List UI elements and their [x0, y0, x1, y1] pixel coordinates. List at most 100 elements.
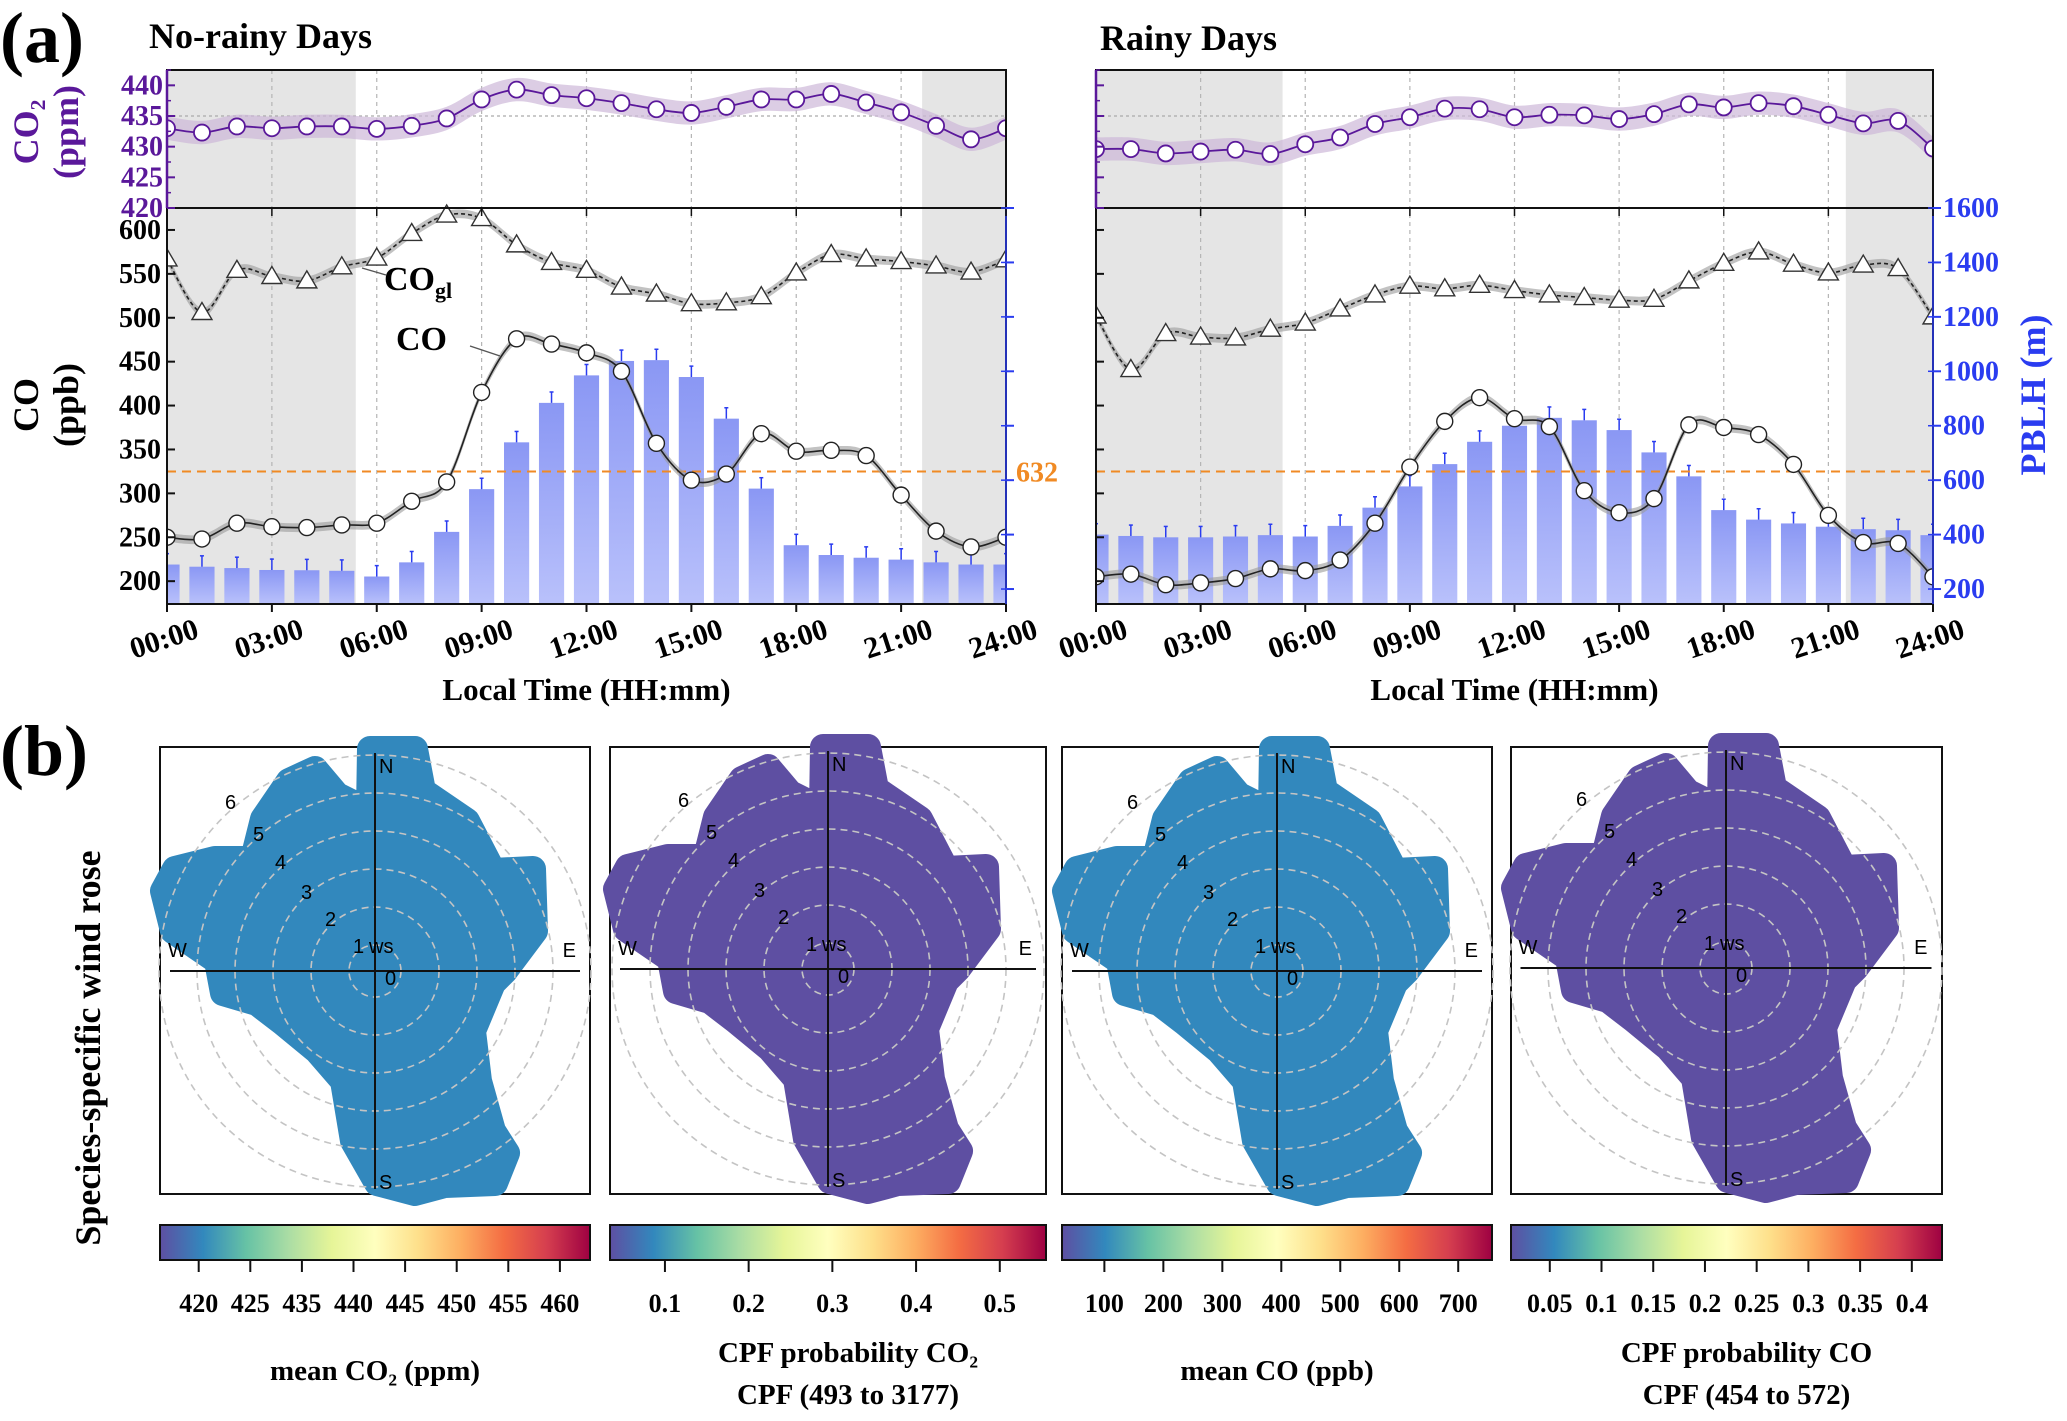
pblh-y-tick-label: 1400 [1943, 247, 1999, 278]
co2-y-tick-label: 420 [121, 193, 163, 224]
ring-label: 5 [253, 824, 264, 846]
colorbar-tick-label: 500 [1321, 1289, 1360, 1318]
co-point [193, 530, 211, 548]
cogl-point [785, 261, 808, 281]
co2-point [1191, 142, 1210, 161]
ring-label: 1 [353, 936, 364, 958]
compass-label-e: E [1465, 940, 1478, 962]
cogl-point [750, 285, 773, 305]
ring-label: 4 [1626, 849, 1637, 871]
compass-label-n: N [1730, 753, 1744, 775]
compass-label-s: S [1730, 1169, 1743, 1191]
pblh-y-tick-label: 600 [1943, 465, 1985, 496]
cogl-point [1154, 322, 1177, 342]
cogl-point [610, 275, 633, 295]
colorbar-gradient [1510, 1224, 1943, 1261]
co-point [1610, 503, 1628, 522]
co-label-leader [469, 345, 501, 357]
co2-point [1226, 140, 1245, 159]
cogl-point [1852, 253, 1875, 273]
cogl-point [1224, 326, 1247, 346]
cogl-point [505, 233, 528, 253]
ring-label: 5 [706, 822, 717, 844]
ring-unit-label: ws [368, 936, 393, 958]
colorbar-gradient [1061, 1224, 1493, 1261]
ring-label: 0 [385, 968, 396, 990]
x-tick-label: 21:00 [1787, 612, 1864, 665]
compass-label-n: N [1281, 756, 1295, 778]
co2-point [1296, 135, 1315, 154]
co2-y-tick-label: 440 [121, 70, 163, 101]
co-point [647, 434, 666, 453]
co2-point [1645, 105, 1663, 124]
cogl-point [470, 207, 493, 227]
co-point [1575, 482, 1593, 500]
co-y-tick-label: 250 [119, 522, 161, 553]
pblh-bar [399, 562, 425, 604]
ring-label: 3 [301, 882, 312, 904]
ring-label: 5 [1155, 824, 1166, 846]
pblh-bar [329, 570, 355, 604]
co-point [1296, 561, 1314, 580]
co2-point [1784, 97, 1803, 116]
pblh-bar [1641, 452, 1667, 604]
pblh-bar [923, 562, 949, 604]
co-point [228, 514, 246, 532]
co-point [997, 528, 1006, 546]
co-y-axis-label: CO [6, 378, 46, 432]
x-tick-label: 18:00 [755, 612, 832, 665]
pblh-y-tick-label: 1600 [1943, 193, 1999, 224]
ring-label: 4 [1177, 852, 1188, 874]
colorbar-label: CPF probability CO₂ [718, 1337, 978, 1369]
x-tick-label: 09:00 [440, 612, 517, 665]
co-point [1645, 489, 1663, 508]
pblh-bar [189, 566, 215, 604]
co2-point [787, 90, 806, 109]
ring-label: 2 [778, 907, 789, 929]
ring-unit-label: ws [1719, 933, 1744, 955]
colorbar-tick-label: 0.3 [1792, 1289, 1825, 1318]
time-series-charts: 00:00 03:00 06:00 09:00 12:00 15:00 18:00 21:00… [6, 69, 2053, 707]
cogl-point [1921, 305, 1933, 325]
pblh-y-tick-label: 800 [1943, 411, 1985, 442]
colorbar-tick-label: 445 [386, 1289, 425, 1318]
co2-y-tick-label: 425 [121, 162, 163, 193]
co2-point [507, 80, 526, 99]
co2-point [857, 93, 876, 112]
co2-point [1400, 108, 1419, 127]
co2-point [1854, 114, 1873, 133]
cogl-point [167, 247, 179, 267]
co2-point [997, 119, 1006, 138]
co2-point [542, 86, 561, 105]
co-series-label: CO [396, 321, 447, 358]
co2-point [647, 100, 666, 119]
pblh-y-tick-label: 400 [1943, 520, 1985, 551]
pblh-bar [783, 545, 809, 604]
wind-rose-side-label: Species-specific wind rose [68, 850, 108, 1245]
co-point [1157, 575, 1175, 594]
cogl-point [1573, 286, 1596, 306]
colorbar-tick-label: 0.25 [1734, 1289, 1780, 1318]
ring-label: 0 [1287, 968, 1298, 990]
pblh-y-tick-label: 200 [1943, 574, 1985, 605]
x-tick-label: 03:00 [1159, 612, 1236, 665]
co2-point [167, 119, 176, 138]
pblh-bar [888, 559, 914, 604]
co-point [1505, 410, 1524, 428]
cogl-point [1538, 283, 1561, 303]
cogl-point [540, 251, 563, 271]
co2-point [332, 117, 351, 136]
pblh-y-tick-label: 1200 [1943, 302, 1999, 333]
x-tick-label: 15:00 [650, 612, 727, 665]
colorbar-tick-label: 0.1 [649, 1289, 682, 1318]
colorbar-tick-label: 200 [1144, 1289, 1183, 1318]
co-y-tick-label: 350 [119, 434, 161, 465]
cogl-point [1328, 297, 1352, 317]
cogl-point [1886, 257, 1910, 277]
pblh-bar [713, 418, 739, 604]
x-tick-label: 24:00 [1892, 612, 1969, 665]
cogl-point [715, 291, 738, 311]
